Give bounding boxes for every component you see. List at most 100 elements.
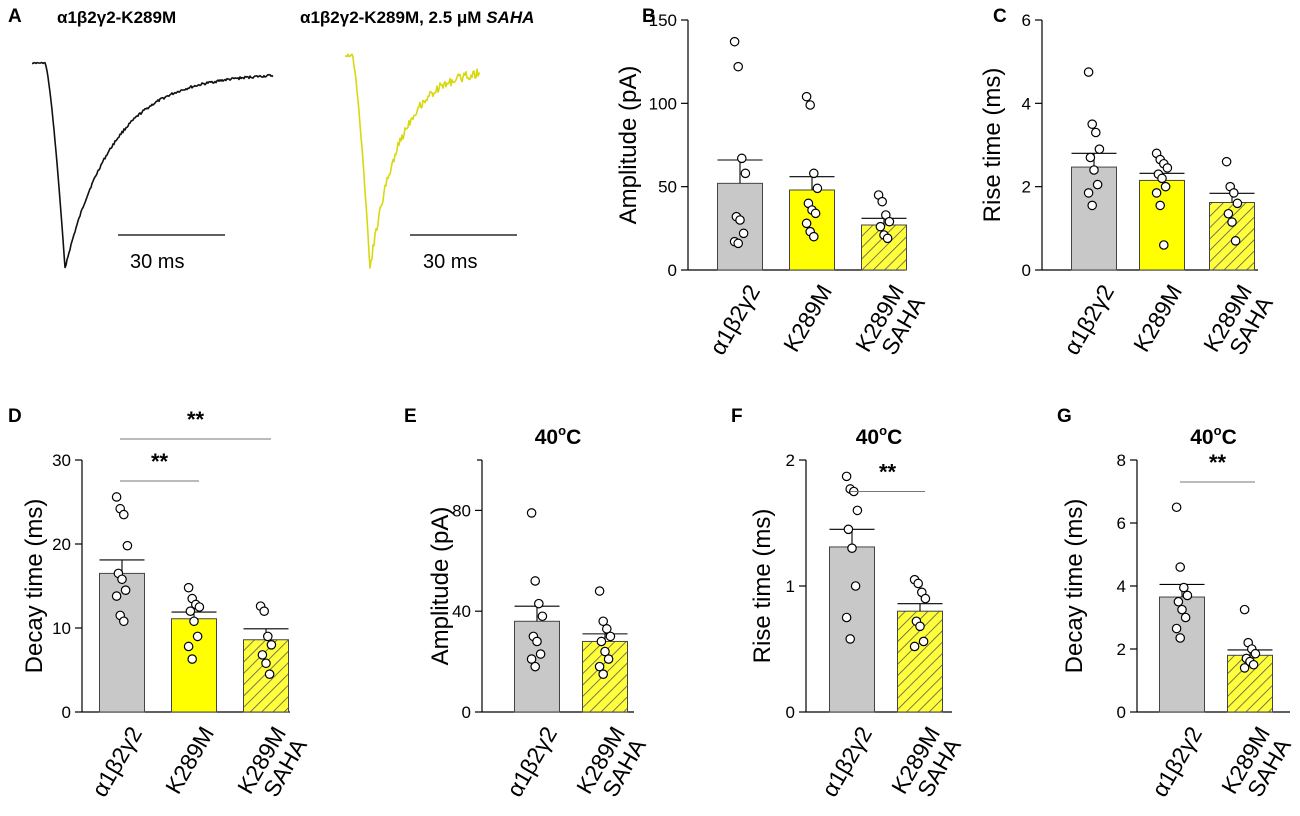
y-tick-label: 2 xyxy=(786,451,795,470)
category-label-line1: α1β2γ2 xyxy=(501,722,562,801)
y-tick-label: 0 xyxy=(786,703,795,722)
data-point xyxy=(1171,623,1182,634)
y-tick-label: 80 xyxy=(452,501,471,520)
data-point xyxy=(192,631,203,642)
data-point xyxy=(1091,127,1101,138)
data-point xyxy=(596,636,607,647)
category-label: α1β2γ2 xyxy=(86,722,147,801)
panel-label-a: A xyxy=(8,6,22,27)
data-point xyxy=(1085,152,1096,163)
data-point xyxy=(264,669,275,679)
data-point xyxy=(1155,200,1165,211)
scale-label-right: 30 ms xyxy=(423,251,477,273)
data-point xyxy=(738,228,749,239)
y-axis-label: Rise time (ms) xyxy=(979,68,1006,223)
y-tick-label: 150 xyxy=(649,11,677,30)
data-point xyxy=(850,581,861,591)
category-label: α1β2γ2 xyxy=(1146,722,1207,801)
data-point xyxy=(1157,173,1167,184)
significance-stars: ** xyxy=(151,449,169,474)
significance-stars: ** xyxy=(879,460,897,485)
data-point xyxy=(119,616,129,627)
y-tick-label: 6 xyxy=(1117,514,1126,533)
data-point xyxy=(1159,240,1169,250)
data-point xyxy=(111,492,122,502)
data-point xyxy=(122,540,133,551)
category-label-line1: K289M xyxy=(778,280,837,356)
title-unit: C xyxy=(566,426,581,449)
category-label-line1: α1β2γ2 xyxy=(1058,280,1119,359)
data-point xyxy=(847,543,857,553)
data-point xyxy=(1151,188,1162,198)
title-degree: o xyxy=(1214,423,1222,438)
category-label: K289MSAHA xyxy=(571,721,651,810)
data-point xyxy=(266,639,277,650)
data-point xyxy=(1239,604,1250,615)
category-label: K289M xyxy=(1128,280,1187,356)
chart-f: F 40oC 0 1 2 Rise time (ms) α1β2γ2 K289MSAHA ** xyxy=(731,406,966,801)
data-point xyxy=(882,233,893,244)
category-label-line1: K289M xyxy=(1128,280,1187,356)
y-tick-label: 2 xyxy=(1022,178,1031,197)
y-tick-label: 4 xyxy=(1022,94,1031,113)
data-point xyxy=(261,658,271,669)
y-tick-label: 10 xyxy=(52,619,71,638)
panel-a: A α1β2γ2-K289M α1β2γ2-K289M, 2.5 μM SAHA… xyxy=(8,6,534,273)
y-tick-label: 0 xyxy=(668,261,677,280)
category-label: K289M xyxy=(778,280,837,356)
data-point xyxy=(801,91,812,102)
category-label-line1: α1β2γ2 xyxy=(86,722,147,801)
significance-stars: ** xyxy=(187,407,205,432)
data-point xyxy=(843,524,854,535)
bar-3 xyxy=(861,224,907,271)
data-point xyxy=(594,586,605,596)
category-label: α1β2γ2 xyxy=(704,280,765,359)
y-tick-label: 50 xyxy=(658,178,677,197)
category-label: K289MSAHA xyxy=(232,721,312,810)
data-point xyxy=(841,471,852,482)
data-point xyxy=(183,582,194,593)
data-point xyxy=(1087,119,1097,129)
bar-1 xyxy=(99,572,145,713)
data-point xyxy=(111,591,122,601)
data-point xyxy=(1092,179,1103,190)
bar-2 xyxy=(1139,179,1185,271)
y-tick-label: 40 xyxy=(452,602,471,621)
chart-title-g: 40oC xyxy=(1190,423,1236,449)
data-point xyxy=(875,221,886,232)
y-tick-label: 2 xyxy=(1117,640,1126,659)
category-label: α1β2γ2 xyxy=(816,722,877,801)
data-point xyxy=(1175,633,1185,643)
trace-right-title: α1β2γ2-K289M, 2.5 μM SAHA xyxy=(300,8,534,27)
data-point xyxy=(1182,590,1193,601)
data-point xyxy=(598,616,608,627)
data-point xyxy=(1221,156,1232,167)
data-point xyxy=(801,218,812,229)
data-point xyxy=(736,153,747,164)
data-point xyxy=(187,654,197,664)
data-point xyxy=(530,661,540,672)
data-point xyxy=(1083,67,1094,77)
data-point xyxy=(810,208,821,219)
data-point xyxy=(537,611,548,622)
data-point xyxy=(733,61,743,72)
y-tick-label: 0 xyxy=(462,703,471,722)
data-point xyxy=(884,216,895,227)
data-point xyxy=(594,661,605,672)
title-number: 40 xyxy=(1190,426,1213,449)
data-point xyxy=(598,669,608,679)
data-point xyxy=(841,612,852,623)
y-tick-label: 100 xyxy=(649,94,677,113)
data-point xyxy=(1083,188,1094,198)
data-point xyxy=(920,593,931,604)
current-trace-black xyxy=(32,61,274,269)
y-tick-label: 8 xyxy=(1117,451,1126,470)
data-point xyxy=(1223,208,1234,219)
data-point xyxy=(535,649,546,659)
panel-label-f: F xyxy=(731,406,743,427)
scale-label-left: 30 ms xyxy=(130,251,184,273)
category-label-line1: α1β2γ2 xyxy=(816,722,877,801)
category-label: α1β2γ2 xyxy=(501,722,562,801)
